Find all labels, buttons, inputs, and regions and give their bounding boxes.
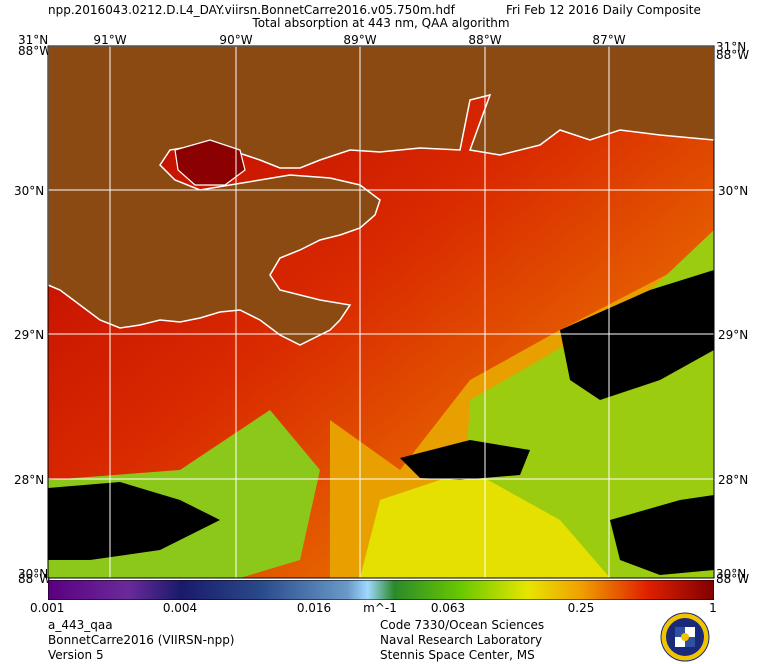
lon-label-87w: 87°W — [592, 33, 626, 47]
version-label: Version 5 — [48, 648, 104, 662]
product-title: Total absorption at 443 nm, QAA algorith… — [252, 16, 510, 30]
composite-date: Fri Feb 12 2016 Daily Composite — [506, 3, 701, 17]
corner-lat-top-left: 31°N — [18, 33, 49, 47]
lat-label-left-30n: 30°N — [14, 184, 45, 198]
corner-lon-bottom-right: 88°W — [716, 572, 750, 586]
corner-lat-top-right: 31°N — [716, 40, 747, 54]
colorbar-tick-4: 0.063 — [430, 601, 466, 615]
corner-lat-bottom-left: 30°N — [18, 567, 49, 581]
nrl-seal-icon — [660, 612, 710, 662]
lat-label-right-28n: 28°N — [718, 473, 749, 487]
cloud-mask-west — [48, 482, 220, 560]
graticule — [48, 46, 714, 578]
lon-label-89w: 89°W — [343, 33, 377, 47]
lon-label-90w: 90°W — [219, 33, 253, 47]
colorbar-tick-0: 0.001 — [30, 601, 65, 615]
org-line-3: Stennis Space Center, MS — [380, 648, 535, 662]
colorbar-tick-6: 1 — [709, 601, 717, 615]
org-line-2: Naval Research Laboratory — [380, 633, 543, 647]
lat-label-left-28n: 28°N — [14, 473, 45, 487]
file-name: npp.2016043.0212.D.L4_DAY.viirsn.BonnetC… — [48, 3, 455, 17]
land-mass — [48, 46, 714, 346]
org-line-1: Code 7330/Ocean Sciences — [380, 618, 545, 632]
corner-lon-top-left: 88°W — [18, 44, 52, 58]
corner-lat-bottom-right: 30°N — [716, 567, 747, 581]
lat-label-right-29n: 29°N — [718, 328, 749, 342]
cloud-mask-southeast — [610, 495, 714, 575]
colorbar-tick-2: 0.016 — [296, 601, 332, 615]
colorbar-unit: m^-1 — [363, 601, 397, 615]
corner-lon-top-right: 88°W — [716, 48, 750, 62]
corner-lon-bottom-left: 88°W — [18, 572, 52, 586]
lat-label-left-29n: 29°N — [14, 328, 45, 342]
lon-label-88w: 88°W — [468, 33, 502, 47]
colorbar-tick-1: 0.004 — [162, 601, 198, 615]
colorbar — [48, 580, 714, 600]
cloud-mask-east — [560, 270, 714, 400]
lon-label-91w: 91°W — [93, 33, 127, 47]
lat-label-right-30n: 30°N — [718, 184, 749, 198]
lake-pontchartrain — [174, 139, 246, 186]
variable-name: a_443_qaa — [48, 618, 113, 632]
region-name: BonnetCarre2016 (VIIRSN-npp) — [48, 633, 235, 647]
colorbar-tick-5: 0.25 — [567, 601, 595, 615]
cloud-mask-central — [400, 440, 530, 480]
